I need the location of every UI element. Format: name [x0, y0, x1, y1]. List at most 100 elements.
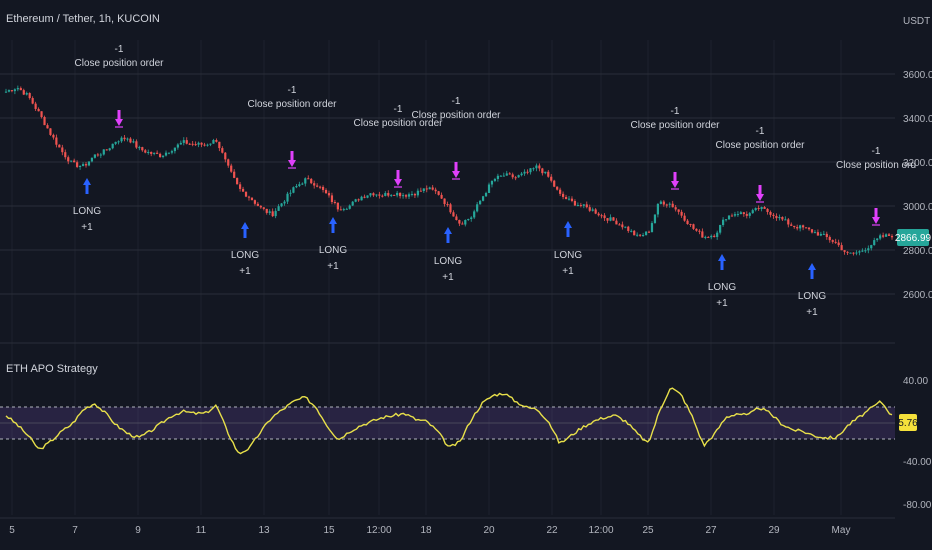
- candle: [268, 211, 271, 213]
- candle: [825, 233, 828, 238]
- candle: [292, 187, 295, 193]
- time-label: 22: [546, 525, 558, 536]
- long-qty: +1: [442, 272, 454, 283]
- indicator-tick: -80.00: [903, 500, 932, 511]
- candle: [532, 168, 535, 170]
- candle: [618, 224, 621, 226]
- candle: [683, 215, 686, 221]
- candle: [188, 143, 191, 145]
- candle: [407, 194, 411, 197]
- close-label: Close position order: [248, 99, 338, 110]
- candle: [446, 204, 449, 206]
- candle: [597, 213, 600, 216]
- candle: [132, 141, 135, 143]
- candle: [230, 165, 233, 172]
- candle: [470, 217, 473, 220]
- candle: [882, 235, 885, 237]
- close-label: Close position order: [354, 118, 444, 129]
- candle: [873, 240, 876, 246]
- candle: [766, 208, 769, 212]
- price-tick: 3400.00: [903, 114, 932, 125]
- long-qty: +1: [239, 266, 251, 277]
- candle: [653, 214, 657, 224]
- candle: [695, 228, 698, 231]
- candle: [209, 143, 212, 145]
- candle: [96, 154, 99, 156]
- price-tick: 3000.00: [903, 202, 932, 213]
- candle: [849, 252, 852, 254]
- price-axis[interactable]: 3600.00 3400.00 3200.00 3000.00 2800.00 …: [903, 70, 932, 301]
- candle: [487, 184, 491, 193]
- indicator-axis[interactable]: 40.00 -40.00 -80.00: [903, 376, 932, 511]
- candle: [123, 137, 126, 140]
- candle: [704, 236, 707, 238]
- close-label: Close position order: [412, 110, 502, 121]
- candle: [153, 152, 156, 154]
- candle: [301, 183, 304, 185]
- candle: [594, 209, 597, 214]
- symbol-title[interactable]: Ethereum / Tether, 1h, KUCOIN: [6, 13, 160, 25]
- candle: [422, 188, 425, 192]
- candle: [393, 194, 396, 196]
- candle: [147, 152, 150, 154]
- time-axis[interactable]: 5 7 9 11 13 15 12:00 18 20 22 12:00 25 2…: [9, 525, 850, 536]
- close-qty: -1: [115, 44, 124, 55]
- candle: [117, 141, 120, 143]
- candle: [310, 178, 313, 184]
- long-arrow-icon: [329, 217, 337, 233]
- candle: [665, 204, 668, 206]
- candle: [615, 220, 618, 225]
- candle: [93, 154, 96, 158]
- candle: [686, 220, 689, 225]
- price-candles: [4, 85, 894, 256]
- strategy-signals: LONG +1 LONG +1 LONG +1 LONG +1 LONG +1 LONG +1 LONG…: [73, 44, 916, 318]
- candle: [541, 168, 544, 174]
- candle: [736, 214, 740, 216]
- candle: [461, 223, 464, 225]
- candle: [742, 212, 745, 215]
- time-label: 12:00: [588, 525, 613, 536]
- candle: [831, 240, 834, 242]
- candle: [4, 91, 8, 93]
- long-qty: +1: [81, 222, 93, 233]
- candle: [852, 252, 855, 254]
- close-qty: -1: [872, 146, 881, 157]
- candle: [846, 251, 849, 253]
- candle: [464, 220, 467, 225]
- last-price-badge: [897, 229, 929, 246]
- candle: [739, 212, 742, 215]
- close-label: Close position order: [716, 140, 806, 151]
- candle: [523, 171, 526, 174]
- candle: [70, 160, 73, 162]
- candle: [135, 141, 138, 148]
- candle: [366, 195, 369, 198]
- candle: [799, 225, 802, 229]
- candle: [22, 90, 25, 95]
- candle: [588, 207, 591, 211]
- candle: [713, 235, 716, 237]
- candle: [58, 144, 61, 148]
- candle: [244, 191, 248, 197]
- time-label: 5: [9, 525, 15, 536]
- candle: [203, 144, 206, 146]
- candle: [241, 188, 245, 192]
- close-label: Close position order: [75, 58, 165, 69]
- candle: [34, 103, 37, 109]
- candle: [167, 152, 171, 154]
- long-arrow-icon: [808, 263, 816, 279]
- candle: [689, 224, 692, 226]
- candle: [384, 193, 387, 196]
- candle: [701, 231, 704, 238]
- candle: [603, 215, 606, 219]
- candle: [630, 230, 633, 232]
- indicator-title[interactable]: ETH APO Strategy: [6, 363, 98, 375]
- long-label: LONG: [798, 291, 827, 302]
- candle: [828, 237, 831, 241]
- candle: [810, 229, 814, 233]
- close-arrow-icon: [452, 162, 460, 178]
- candle: [348, 205, 351, 209]
- candle: [218, 141, 221, 149]
- candle: [378, 194, 381, 196]
- candle: [796, 227, 799, 229]
